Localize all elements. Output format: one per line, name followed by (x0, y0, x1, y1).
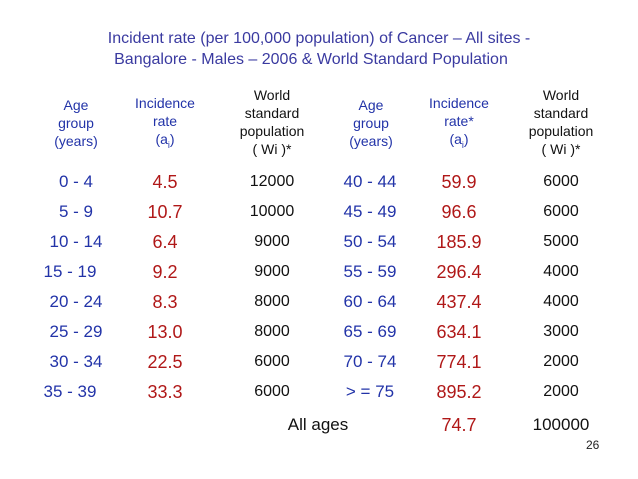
population-cell: 6000 (254, 353, 290, 370)
rate-cell: 634.1 (436, 322, 482, 342)
population-cell: 10000 (249, 203, 295, 220)
population-cell: 9000 (254, 233, 290, 250)
header-line: population (528, 123, 594, 139)
header-line: World (253, 87, 291, 103)
header-paren: ) (463, 131, 469, 147)
population-cell: 2000 (543, 383, 579, 400)
header-age-group-left: Age group (years) (46, 96, 106, 150)
rate-cell: 9.2 (152, 262, 178, 282)
age-cell: 50 - 54 (343, 232, 397, 251)
rate-cell: 4.5 (152, 172, 178, 192)
slide-number: 26 (586, 438, 600, 452)
header-ai: (ai) (120, 130, 210, 154)
age-cell: 25 - 29 (49, 322, 103, 341)
population-cell: 9000 (254, 263, 290, 280)
rate-cell: 437.4 (436, 292, 482, 312)
rate-cell: 895.2 (436, 382, 482, 402)
age-cell: 45 - 49 (343, 202, 397, 221)
header-paren: ) (169, 131, 175, 147)
rate-cell: 96.6 (441, 202, 477, 222)
header-line: Incidence (429, 95, 489, 111)
header-incidence-left: Incidence rate (ai) (120, 94, 210, 154)
population-cell: 4000 (543, 263, 579, 280)
rate-cell: 33.3 (147, 382, 183, 402)
header-line: population (239, 123, 305, 139)
population-cell: 2000 (543, 353, 579, 370)
age-cell: 35 - 39 (43, 382, 97, 401)
total-population: 100000 (532, 415, 590, 434)
header-line: Incidence (135, 95, 195, 111)
population-cell: 5000 (543, 233, 579, 250)
header-line: Age (63, 97, 89, 113)
title-line-2: Bangalore - Males – 2006 & World Standar… (114, 51, 508, 68)
header-age-group-right: Age group (years) (341, 96, 401, 150)
header-incidence-right: Incidence rate* (ai) (414, 94, 504, 154)
population-cell: 6000 (543, 173, 579, 190)
header-a: (a (449, 131, 462, 147)
header-line: ( Wi )* (541, 141, 581, 157)
age-cell: 30 - 34 (49, 352, 103, 371)
header-line: standard (244, 105, 300, 121)
rate-cell: 774.1 (436, 352, 482, 372)
title-line-1: Incident rate (per 100,000 population) o… (107, 30, 531, 47)
age-cell: 65 - 69 (343, 322, 397, 341)
header-ai: (ai) (414, 130, 504, 154)
age-cell: 60 - 64 (343, 292, 397, 311)
header-world-left: World standard population ( Wi )* (230, 86, 314, 158)
header-a: (a (155, 131, 168, 147)
age-cell: 55 - 59 (343, 262, 397, 281)
header-line: standard (533, 105, 589, 121)
total-rate: 74.7 (441, 415, 477, 435)
rate-cell: 13.0 (147, 322, 183, 342)
rate-cell: 59.9 (441, 172, 477, 192)
age-cell: 0 - 4 (58, 172, 94, 191)
age-cell: > = 75 (345, 382, 395, 401)
header-line: rate (152, 113, 178, 129)
header-line: (years) (349, 133, 393, 149)
header-line: (years) (54, 133, 98, 149)
age-cell: 20 - 24 (49, 292, 103, 311)
age-cell: 70 - 74 (343, 352, 397, 371)
header-line: Age (358, 97, 384, 113)
header-line: rate* (444, 113, 474, 129)
header-sub-i: i (461, 139, 464, 150)
header-line: group (58, 115, 94, 131)
population-cell: 6000 (543, 203, 579, 220)
rate-cell: 10.7 (147, 202, 183, 222)
age-cell: 40 - 44 (343, 172, 397, 191)
rate-cell: 8.3 (152, 292, 178, 312)
age-cell: 5 - 9 (58, 202, 94, 221)
age-cell: 15 - 19 (43, 262, 97, 281)
population-cell: 12000 (249, 173, 295, 190)
population-cell: 3000 (543, 323, 579, 340)
rate-cell: 22.5 (147, 352, 183, 372)
header-line: ( Wi )* (252, 141, 292, 157)
population-cell: 8000 (254, 293, 290, 310)
population-cell: 6000 (254, 383, 290, 400)
age-cell: 10 - 14 (49, 232, 103, 251)
population-cell: 4000 (543, 293, 579, 310)
header-line: group (353, 115, 389, 131)
population-cell: 8000 (254, 323, 290, 340)
rate-cell: 6.4 (152, 232, 178, 252)
header-line: World (542, 87, 580, 103)
total-label: All ages (287, 415, 349, 434)
header-world-right: World standard population ( Wi )* (518, 86, 604, 158)
rate-cell: 296.4 (436, 262, 482, 282)
header-sub-i: i (167, 139, 170, 150)
rate-cell: 185.9 (436, 232, 482, 252)
